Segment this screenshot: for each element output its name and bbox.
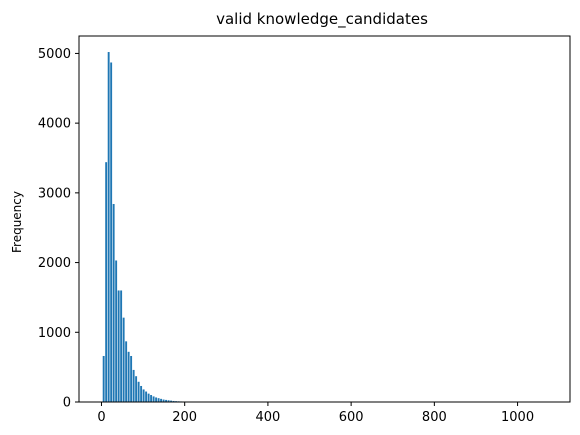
histogram-bar [152, 396, 155, 402]
histogram-bar [120, 290, 123, 402]
histogram-bar [115, 260, 118, 402]
histogram-bar [130, 355, 133, 402]
y-tick-label: 1000 [38, 326, 71, 341]
histogram-bar [157, 398, 160, 402]
y-axis-label: Frequency [10, 191, 24, 253]
histogram-bar [167, 400, 170, 402]
histogram-bar [160, 398, 163, 402]
histogram-bar [102, 355, 105, 402]
histogram-bar [117, 290, 120, 402]
x-tick-label: 400 [255, 410, 280, 425]
y-tick-label: 2000 [38, 256, 71, 271]
histogram-bar [107, 52, 110, 402]
y-tick-label: 0 [63, 396, 71, 411]
histogram-bar [162, 399, 165, 402]
histogram-bar [150, 395, 153, 402]
x-tick-label: 800 [422, 410, 447, 425]
plot-frame [78, 35, 571, 403]
histogram-bar [147, 393, 150, 402]
x-tick-label: 600 [339, 410, 364, 425]
x-ticks: 0 200 400 600 800 1000 [97, 402, 534, 425]
histogram-bar [165, 399, 168, 402]
bars-group [102, 52, 192, 403]
histogram-bar [110, 62, 113, 403]
x-tick-label: 0 [97, 410, 105, 425]
histogram-bar [112, 204, 115, 402]
histogram-bar [135, 376, 138, 402]
histogram-bar [142, 389, 145, 402]
histogram-bar [172, 400, 175, 402]
histogram-bar [105, 162, 108, 402]
histogram-bar [170, 400, 173, 402]
y-tick-label: 4000 [38, 117, 71, 132]
histogram-bar [137, 381, 140, 402]
histogram-bar [127, 351, 130, 402]
x-tick-label: 200 [172, 410, 197, 425]
histogram-bar [122, 317, 125, 402]
histogram-bar [132, 369, 135, 402]
y-ticks: 0 1000 2000 3000 4000 5000 [38, 47, 79, 411]
histogram-bar [145, 391, 148, 402]
y-tick-label: 5000 [38, 47, 71, 62]
chart-title: valid knowledge_candidates [216, 10, 428, 29]
histogram-bar [140, 385, 143, 402]
histogram-bar [125, 341, 128, 402]
histogram-bar [155, 397, 158, 402]
x-tick-label: 1000 [501, 410, 534, 425]
y-tick-label: 3000 [38, 186, 71, 201]
